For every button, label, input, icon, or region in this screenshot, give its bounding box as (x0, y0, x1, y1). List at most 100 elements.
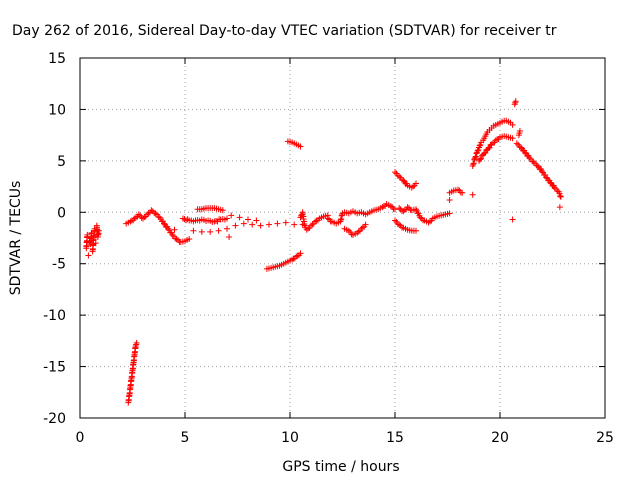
data-point (184, 216, 191, 223)
data-point (219, 207, 226, 214)
data-point (215, 227, 222, 234)
data-point (475, 147, 482, 153)
data-point (92, 240, 99, 247)
y-tick-label: 15 (48, 51, 66, 67)
data-point (472, 154, 479, 161)
x-tick-label: 5 (181, 430, 190, 446)
y-tick-label: -5 (52, 257, 66, 273)
data-point (362, 221, 369, 228)
data-point (253, 217, 260, 224)
data-point (190, 227, 197, 234)
data-point (446, 196, 453, 203)
data-point (413, 227, 419, 234)
data-point (404, 204, 411, 211)
data-point (236, 214, 243, 221)
data-point (171, 226, 178, 233)
data-point (249, 221, 256, 228)
data-point (392, 217, 398, 224)
data-point (359, 224, 366, 231)
data-point (455, 186, 461, 193)
data-point (282, 219, 289, 226)
data-point (472, 153, 479, 160)
data-point (509, 121, 516, 128)
data-point (297, 143, 304, 150)
x-axis-label: GPS time / hours (282, 459, 399, 475)
data-point (274, 220, 281, 227)
data-point (291, 221, 298, 228)
data-point (148, 207, 155, 214)
y-axis-label: SDTVAR / TECUs (8, 181, 24, 296)
data-point (557, 193, 564, 200)
data-point (305, 225, 312, 232)
data-point (557, 192, 564, 199)
data-point (512, 99, 519, 106)
data-point (512, 98, 519, 105)
data-point (518, 144, 524, 151)
data-point (161, 220, 167, 227)
data-point (470, 161, 477, 168)
data-point (400, 177, 407, 184)
data-point (85, 252, 92, 259)
data-point (141, 214, 148, 221)
data-point (459, 189, 466, 196)
data-point (345, 227, 352, 234)
data-point (266, 221, 272, 228)
data-point (478, 155, 485, 162)
data-points (83, 98, 564, 406)
y-tick-label: 10 (48, 102, 66, 118)
x-tick-label: 25 (596, 430, 614, 446)
data-point (396, 173, 403, 180)
data-point (392, 169, 398, 176)
data-point (232, 222, 239, 229)
data-point (526, 154, 533, 161)
data-point (240, 220, 247, 227)
data-point (198, 228, 205, 235)
data-point (309, 221, 316, 228)
data-point (387, 203, 394, 210)
y-tick-label: 0 (57, 205, 66, 221)
plot-frame (79, 57, 606, 419)
data-point (245, 216, 251, 223)
data-point (486, 144, 493, 151)
y-tick-label: -10 (43, 308, 66, 324)
axis-ticks (79, 57, 606, 419)
data-point (133, 339, 140, 346)
grid-lines (80, 58, 605, 418)
data-point (547, 179, 554, 186)
data-point (224, 225, 230, 232)
data-point (396, 205, 403, 212)
x-tick-label: 20 (491, 430, 509, 446)
x-tick-label: 10 (281, 430, 299, 446)
data-point (396, 221, 403, 228)
data-point (379, 204, 386, 211)
data-point (173, 236, 180, 243)
data-point (186, 236, 193, 243)
data-point (228, 212, 235, 219)
y-tick-label: 5 (57, 154, 66, 170)
data-point (138, 214, 145, 221)
x-tick-label: 0 (76, 430, 85, 446)
data-point (522, 149, 529, 156)
y-tick-label: -20 (43, 411, 66, 427)
data-point (169, 231, 176, 238)
data-point (551, 184, 558, 191)
data-point (516, 128, 523, 135)
data-point (446, 210, 453, 217)
y-tick-label: -15 (43, 360, 66, 376)
data-point (289, 256, 296, 263)
chart-title: Day 262 of 2016, Sidereal Day-to-day VTE… (12, 23, 557, 39)
data-point (427, 218, 433, 225)
data-point (530, 158, 537, 165)
data-point (492, 137, 499, 144)
data-point (297, 250, 304, 257)
data-point (84, 231, 91, 238)
data-point (417, 214, 424, 221)
data-point (324, 215, 331, 222)
data-point (482, 149, 489, 156)
data-point (257, 222, 264, 229)
data-point (477, 156, 484, 163)
data-point (490, 140, 496, 147)
y-tick-labels: -20 -15 -10 -5 0 5 10 15 (43, 51, 66, 427)
data-point (392, 206, 398, 213)
